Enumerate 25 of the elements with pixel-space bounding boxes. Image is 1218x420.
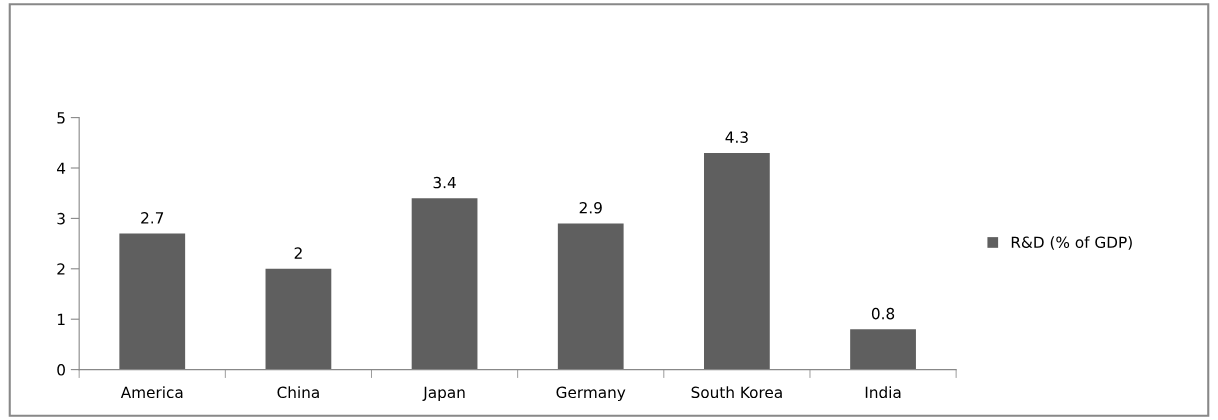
legend-label: R&D (% of GDP): [1011, 236, 1132, 250]
bar: [557, 223, 624, 370]
x-tick-label: China: [277, 386, 319, 399]
data-label: 2.9: [579, 201, 602, 214]
y-tick-label: 0: [57, 364, 65, 376]
x-tick-label: Germany: [556, 386, 626, 402]
data-label: 3.4: [433, 176, 456, 189]
data-label: 4.3: [725, 131, 748, 143]
x-tick-label: America: [120, 386, 183, 399]
x-tick-label: South Korea: [691, 386, 782, 399]
y-tick-label: 1: [57, 313, 65, 325]
data-label: 2: [294, 247, 302, 259]
bar: [411, 198, 478, 370]
bar: [704, 152, 770, 370]
data-label: 0.8: [871, 307, 895, 320]
y-tick-label: 5: [57, 112, 65, 124]
bar: [119, 233, 186, 370]
bar: [850, 329, 916, 370]
y-tick-label: 3: [57, 212, 65, 225]
x-tick-label: Japan: [422, 386, 465, 402]
y-tick-label: 2: [57, 263, 65, 275]
data-label: 2.7: [141, 212, 164, 224]
x-tick-label: India: [865, 386, 901, 399]
y-tick-label: 4: [57, 162, 66, 174]
bar: [265, 268, 332, 370]
